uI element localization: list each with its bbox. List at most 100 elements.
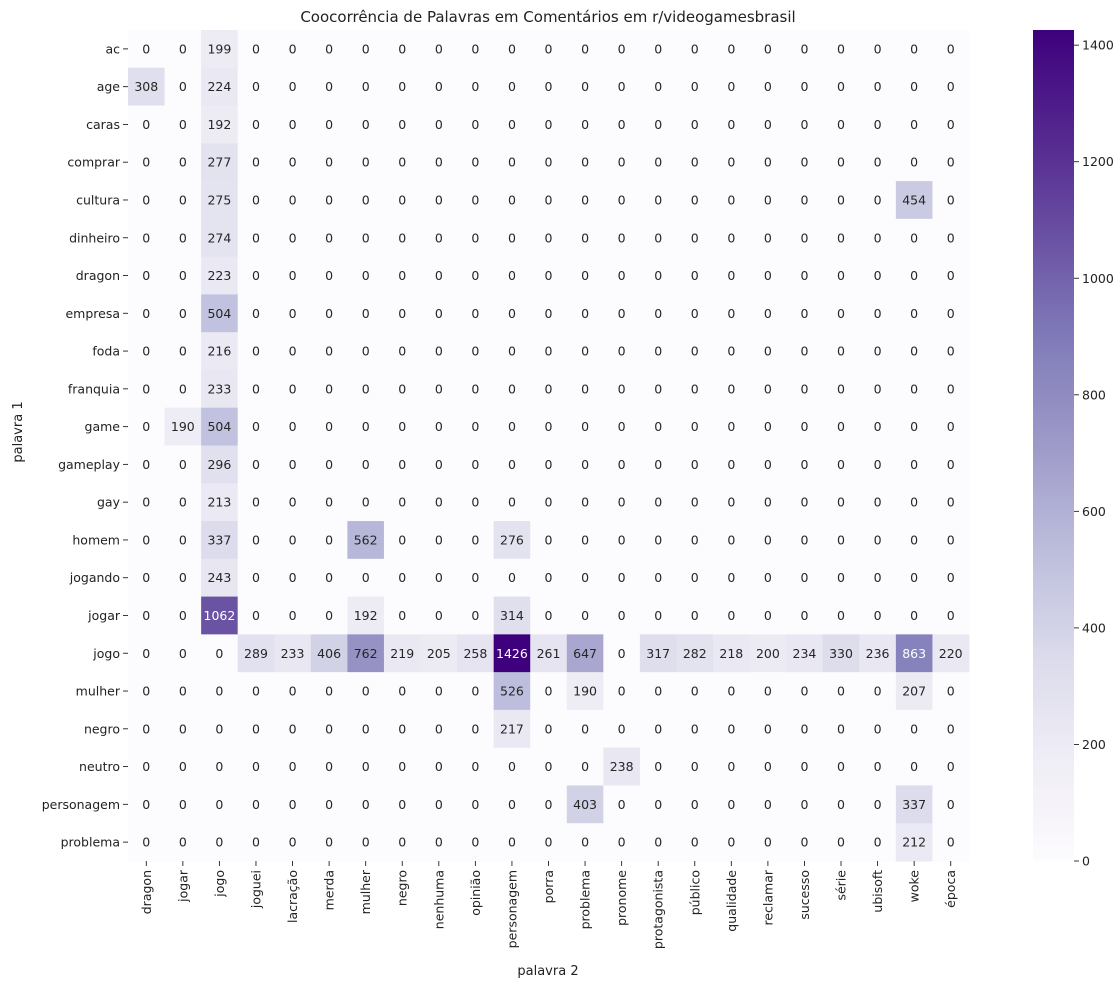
heatmap-cell-game-opinião <box>457 407 495 446</box>
heatmap-cell-label: 0 <box>654 381 662 396</box>
heatmap-cell-label: 0 <box>800 230 808 245</box>
heatmap-cell-label: 0 <box>837 117 845 132</box>
heatmap-cell-label: 0 <box>545 117 553 132</box>
heatmap-cell-caras-woke <box>895 105 933 144</box>
x-tick-label: mulher <box>358 869 373 914</box>
heatmap-cell-comprar-mulher <box>347 143 385 182</box>
heatmap-cell-label: 0 <box>362 192 370 207</box>
heatmap-cell-neutro-nenhuma <box>420 747 458 786</box>
heatmap-cell-jogo-protagonista <box>639 634 677 673</box>
heatmap-cell-label: 0 <box>435 230 443 245</box>
heatmap-cell-label: 0 <box>874 495 882 510</box>
heatmap-cell-label: 0 <box>289 381 297 396</box>
heatmap-cell-comprar-porra <box>530 143 568 182</box>
heatmap-cell-problema-personagem <box>493 823 531 862</box>
heatmap-cell-label: 0 <box>800 684 808 699</box>
heatmap-cell-label: 0 <box>325 155 333 170</box>
heatmap-cell-label: 0 <box>179 570 187 585</box>
heatmap-cell-ac-protagonista <box>639 30 677 69</box>
heatmap-cell-label: 0 <box>545 608 553 623</box>
heatmap-cell-label: 0 <box>545 495 553 510</box>
heatmap-cell-label: 0 <box>398 192 406 207</box>
heatmap-cell-homem-porra <box>530 521 568 560</box>
heatmap-cell-problema-público <box>676 823 714 862</box>
heatmap-cell-negro-época <box>932 709 970 749</box>
y-tick-label: gay <box>97 495 121 510</box>
heatmap-cell-label: 0 <box>691 79 699 94</box>
heatmap-cell-neutro-ubisoft <box>859 747 897 786</box>
x-tick-label: jogo <box>212 870 227 898</box>
heatmap-cell-label: 282 <box>683 646 707 661</box>
heatmap-cell-label: 0 <box>435 532 443 547</box>
heatmap-cell-label: 0 <box>362 835 370 850</box>
heatmap-cell-cultura-joguei <box>237 181 275 220</box>
heatmap-cell-personagem-ubisoft <box>859 785 897 824</box>
heatmap-cell-franquia-opinião <box>457 369 495 409</box>
heatmap-cell-game-protagonista <box>639 407 677 446</box>
y-tick-label: age <box>97 79 121 94</box>
heatmap-cell-gay-opinião <box>457 483 495 522</box>
heatmap-cell-gay-época <box>932 483 970 522</box>
heatmap-cell-personagem-pronome <box>603 785 641 824</box>
colorbar-tick-label: 0 <box>1082 854 1090 869</box>
heatmap-cell-label: 0 <box>398 268 406 283</box>
heatmap-cell-label: 0 <box>910 495 918 510</box>
heatmap-cell-gay-problema <box>566 483 604 522</box>
heatmap-cell-label: 0 <box>581 192 589 207</box>
heatmap-cell-label: 0 <box>727 268 735 283</box>
heatmap-cell-label: 192 <box>354 608 378 623</box>
heatmap-cell-game-jogar <box>164 407 202 446</box>
x-tick-label: ubisoft <box>870 870 885 913</box>
heatmap-cell-personagem-opinião <box>457 785 495 824</box>
heatmap-cell-label: 0 <box>947 532 955 547</box>
heatmap-cell-gameplay-mulher <box>347 445 385 484</box>
heatmap-cell-jogando-mulher <box>347 558 385 598</box>
heatmap-cell-negro-porra <box>530 709 568 749</box>
heatmap-cell-label: 0 <box>545 721 553 736</box>
heatmap-cell-jogando-jogar <box>164 558 202 598</box>
heatmap-cell-jogar-protagonista <box>639 596 677 635</box>
heatmap-cell-neutro-público <box>676 747 714 786</box>
heatmap-cell-foda-época <box>932 332 970 371</box>
heatmap-cell-label: 0 <box>800 419 808 434</box>
heatmap-cell-problema-porra <box>530 823 568 862</box>
heatmap-cell-homem-problema <box>566 521 604 560</box>
heatmap-cell-label: 0 <box>874 41 882 56</box>
heatmap-cell-gameplay-sucesso <box>786 445 824 484</box>
heatmap-cell-foda-opinião <box>457 332 495 371</box>
heatmap-cell-label: 0 <box>618 344 626 359</box>
heatmap-cell-label: 0 <box>691 721 699 736</box>
heatmap-cell-ac-opinião <box>457 30 495 69</box>
heatmap-cell-label: 0 <box>691 117 699 132</box>
heatmap-cell-jogar-ubisoft <box>859 596 897 635</box>
x-tick-label: jogar <box>175 869 190 903</box>
heatmap-cell-dragon-jogar <box>164 256 202 295</box>
heatmap-cell-label: 0 <box>142 684 150 699</box>
heatmap-cell-label: 0 <box>727 419 735 434</box>
heatmap-cell-label: 0 <box>837 835 845 850</box>
heatmap-cell-foda-protagonista <box>639 332 677 371</box>
heatmap-cell-negro-pronome <box>603 709 641 749</box>
heatmap-cell-label: 0 <box>545 268 553 283</box>
heatmap-cell-personagem-dragon <box>128 785 166 824</box>
heatmap-cell-label: 0 <box>837 570 845 585</box>
heatmap-cell-label: 0 <box>764 79 772 94</box>
heatmap-cell-dinheiro-ubisoft <box>859 218 897 258</box>
heatmap-cell-problema-joguei <box>237 823 275 862</box>
heatmap-cell-caras-sucesso <box>786 105 824 144</box>
heatmap-cell-label: 217 <box>500 721 524 736</box>
heatmap-cell-label: 0 <box>435 457 443 472</box>
heatmap-cell-mulher-série <box>822 672 860 711</box>
heatmap-cell-label: 0 <box>179 835 187 850</box>
heatmap-cell-label: 0 <box>764 495 772 510</box>
heatmap-cell-mulher-sucesso <box>786 672 824 711</box>
heatmap-cell-label: 0 <box>947 759 955 774</box>
heatmap-cell-label: 0 <box>947 797 955 812</box>
x-tick-label: protagonista <box>651 870 666 949</box>
heatmap-cell-label: 0 <box>618 155 626 170</box>
heatmap-cell-personagem-woke <box>895 785 933 824</box>
heatmap-cell-gay-merda <box>310 483 348 522</box>
heatmap-cell-dinheiro-jogo <box>201 218 239 258</box>
heatmap-cell-label: 0 <box>618 117 626 132</box>
